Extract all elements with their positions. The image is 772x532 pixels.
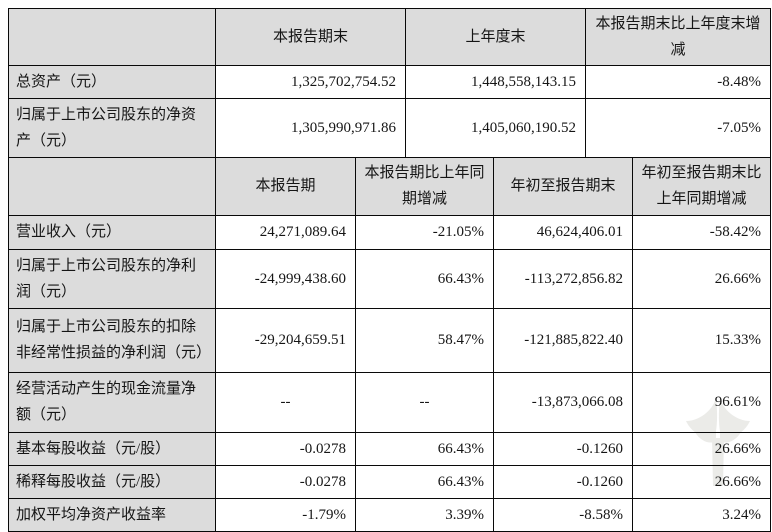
value-cell: 26.66% — [632, 431, 771, 466]
period-end-table: 本报告期末 上年度末 本报告期末比上年度末增减 总资产（元） 1,325,702,754… — [8, 8, 771, 158]
value-cell: 96.61% — [632, 371, 771, 433]
column-header: 本报告期末比上年度末增减 — [585, 8, 771, 66]
financial-summary-report: 本报告期末 上年度末 本报告期末比上年度末增减 总资产（元） 1,325,702,754… — [8, 8, 771, 532]
reporting-period-table: 本报告期 本报告期比上年同期增减 年初至报告期末 年初至报告期末比上年同期增减 营业收入… — [8, 156, 771, 532]
header-row: 本报告期末 上年度末 本报告期末比上年度末增减 — [8, 8, 771, 66]
table-row: 稀释每股收益（元/股） -0.0278 66.43% -0.1260 26.66% — [8, 464, 771, 499]
value-cell: -13,873,066.08 — [493, 371, 633, 433]
row-label: 营业收入（元） — [8, 214, 216, 250]
value-cell: 24,271,089.64 — [215, 214, 356, 250]
table-row: 归属于上市公司股东的扣除非经常性损益的净利润（元） -29,204,659.51 5… — [8, 307, 771, 373]
row-label: 归属于上市公司股东的净资产（元） — [8, 98, 216, 158]
value-cell: -1.79% — [215, 497, 356, 532]
value-cell: 66.43% — [355, 464, 494, 499]
value-cell: 66.43% — [355, 248, 494, 309]
value-cell: 1,405,060,190.52 — [405, 98, 586, 158]
value-cell: 1,325,702,754.52 — [215, 65, 406, 99]
value-cell: -58.42% — [632, 214, 771, 250]
value-cell: 58.47% — [355, 307, 494, 373]
value-cell: 46,624,406.01 — [493, 214, 633, 250]
table-row: 基本每股收益（元/股） -0.0278 66.43% -0.1260 26.66% — [8, 431, 771, 466]
column-header: 本报告期 — [215, 156, 356, 216]
column-header: 年初至报告期末 — [493, 156, 633, 216]
table-row: 加权平均净资产收益率 -1.79% 3.39% -8.58% 3.24% — [8, 497, 771, 532]
value-cell: 3.24% — [632, 497, 771, 532]
row-label: 加权平均净资产收益率 — [8, 497, 216, 532]
value-cell: -0.0278 — [215, 431, 356, 466]
row-label: 经营活动产生的现金流量净额（元） — [8, 371, 216, 433]
value-cell: -- — [355, 371, 494, 433]
value-cell: -0.1260 — [493, 464, 633, 499]
table-row: 归属于上市公司股东的净利润（元） -24,999,438.60 66.43% -113… — [8, 248, 771, 309]
value-cell: 3.39% — [355, 497, 494, 532]
header-row: 本报告期 本报告期比上年同期增减 年初至报告期末 年初至报告期末比上年同期增减 — [8, 156, 771, 216]
value-cell: -29,204,659.51 — [215, 307, 356, 373]
corner-cell — [8, 8, 216, 66]
table-row: 经营活动产生的现金流量净额（元） -- -- -13,873,066.08 96.61% — [8, 371, 771, 433]
value-cell: 1,448,558,143.15 — [405, 65, 586, 99]
value-cell: 66.43% — [355, 431, 494, 466]
row-label: 基本每股收益（元/股） — [8, 431, 216, 466]
row-label: 总资产（元） — [8, 65, 216, 99]
value-cell: 15.33% — [632, 307, 771, 373]
table-row: 营业收入（元） 24,271,089.64 -21.05% 46,624,406.01… — [8, 214, 771, 250]
value-cell: -121,885,822.40 — [493, 307, 633, 373]
table-row: 总资产（元） 1,325,702,754.52 1,448,558,143.15 -8… — [8, 65, 771, 99]
column-header: 年初至报告期末比上年同期增减 — [632, 156, 771, 216]
column-header: 上年度末 — [405, 8, 586, 66]
value-cell: 26.66% — [632, 248, 771, 309]
value-cell: 1,305,990,971.86 — [215, 98, 406, 158]
corner-cell — [8, 156, 216, 216]
column-header: 本报告期比上年同期增减 — [355, 156, 494, 216]
value-cell: -- — [215, 371, 356, 433]
row-label: 归属于上市公司股东的扣除非经常性损益的净利润（元） — [8, 307, 216, 373]
value-cell: -0.1260 — [493, 431, 633, 466]
value-cell: -0.0278 — [215, 464, 356, 499]
value-cell: -113,272,856.82 — [493, 248, 633, 309]
table-row: 归属于上市公司股东的净资产（元） 1,305,990,971.86 1,405,06… — [8, 98, 771, 158]
column-header: 本报告期末 — [215, 8, 406, 66]
value-cell: -21.05% — [355, 214, 494, 250]
value-cell: -8.48% — [585, 65, 771, 99]
row-label: 归属于上市公司股东的净利润（元） — [8, 248, 216, 309]
value-cell: -7.05% — [585, 98, 771, 158]
row-label: 稀释每股收益（元/股） — [8, 464, 216, 499]
value-cell: -24,999,438.60 — [215, 248, 356, 309]
value-cell: 26.66% — [632, 464, 771, 499]
value-cell: -8.58% — [493, 497, 633, 532]
